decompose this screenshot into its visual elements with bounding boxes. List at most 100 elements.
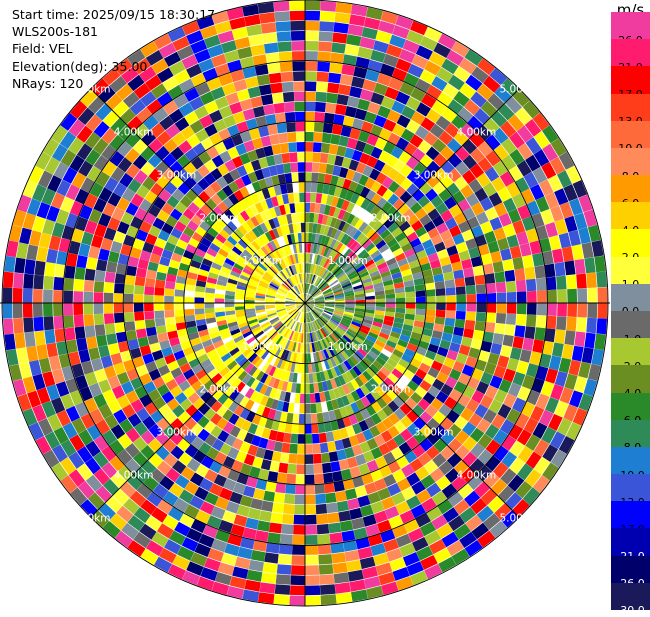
velocity-gate — [102, 520, 121, 538]
velocity-gate — [378, 150, 391, 163]
velocity-gate — [453, 523, 471, 540]
velocity-gate — [84, 397, 98, 413]
velocity-gate — [207, 227, 219, 238]
velocity-gate — [32, 289, 43, 303]
velocity-gate — [76, 446, 93, 463]
velocity-gate — [227, 321, 238, 328]
velocity-gate — [237, 46, 253, 60]
velocity-gate — [329, 357, 337, 367]
range-ring-label: 2.00km — [199, 384, 239, 396]
velocity-gate — [3, 318, 14, 335]
velocity-gate — [134, 285, 145, 295]
velocity-gate — [256, 74, 271, 86]
velocity-gate — [512, 499, 530, 517]
velocity-gate — [228, 274, 239, 282]
velocity-gate — [323, 359, 331, 370]
velocity-gate — [548, 174, 563, 192]
velocity-gate — [305, 192, 311, 203]
velocity-gate — [107, 399, 122, 414]
velocity-gate — [203, 420, 216, 434]
velocity-gate — [63, 303, 73, 316]
velocity-gate — [289, 595, 305, 606]
velocity-gate — [302, 303, 305, 313]
velocity-gate — [345, 425, 356, 437]
velocity-gate — [201, 339, 213, 348]
velocity-gate — [504, 324, 516, 336]
velocity-gate — [395, 215, 407, 227]
velocity-gate — [484, 322, 496, 333]
velocity-gate — [271, 144, 282, 155]
velocity-gate — [305, 484, 315, 495]
velocity-gate — [296, 298, 305, 303]
velocity-gate — [301, 353, 305, 363]
velocity-gate — [350, 192, 360, 204]
velocity-gate — [492, 261, 504, 273]
velocity-gate — [342, 416, 352, 428]
velocity-gate — [164, 295, 174, 303]
velocity-gate — [44, 157, 60, 175]
velocity-gate — [314, 295, 324, 300]
velocity-gate — [204, 123, 218, 137]
velocity-gate — [222, 224, 234, 236]
velocity-gate — [179, 78, 195, 94]
velocity-gate — [414, 314, 425, 322]
velocity-gate — [156, 271, 167, 281]
velocity-gate — [337, 386, 346, 397]
velocity-gate — [164, 303, 174, 311]
velocity-gate — [485, 385, 499, 399]
velocity-gate — [232, 438, 244, 451]
velocity-gate — [405, 196, 418, 209]
velocity-gate — [313, 213, 320, 224]
velocity-gate — [415, 296, 426, 303]
velocity-gate — [274, 389, 282, 400]
velocity-gate — [270, 281, 280, 288]
velocity-gate — [185, 284, 196, 292]
velocity-gate — [301, 232, 305, 243]
velocity-gate — [550, 431, 566, 449]
velocity-gate — [425, 404, 438, 418]
velocity-gate — [319, 11, 336, 22]
velocity-gate — [287, 293, 297, 299]
velocity-gate — [218, 562, 235, 576]
velocity-gate — [212, 358, 224, 368]
colorbar-bin: -1.0 — [611, 311, 650, 346]
velocity-gate — [165, 467, 181, 483]
velocity-gate — [268, 366, 277, 377]
velocity-gate — [292, 287, 300, 296]
velocity-gate — [313, 307, 323, 313]
velocity-gate — [153, 33, 172, 50]
velocity-gate — [272, 367, 280, 378]
velocity-gate — [207, 210, 220, 222]
velocity-gate — [461, 258, 473, 270]
velocity-gate — [226, 317, 237, 324]
velocity-gate — [114, 530, 133, 548]
velocity-gate — [370, 347, 381, 356]
velocity-gate — [372, 220, 384, 232]
velocity-gate — [255, 309, 266, 314]
velocity-gate — [395, 344, 406, 354]
velocity-gate — [558, 436, 575, 454]
velocity-gate — [134, 320, 146, 330]
velocity-gate — [305, 454, 314, 464]
velocity-gate — [227, 533, 243, 547]
velocity-gate — [24, 331, 36, 348]
velocity-gate — [363, 17, 381, 30]
velocity-gate — [451, 115, 467, 131]
velocity-gate — [501, 78, 519, 96]
velocity-gate — [127, 474, 143, 491]
velocity-gate — [200, 25, 218, 39]
velocity-gate — [500, 468, 517, 485]
velocity-gate — [289, 585, 305, 596]
velocity-gate — [376, 197, 388, 209]
velocity-gate — [196, 15, 215, 30]
velocity-gate — [330, 52, 345, 64]
velocity-gate — [95, 419, 111, 435]
velocity-gate — [321, 452, 331, 464]
velocity-gate — [117, 221, 130, 235]
velocity-gate — [184, 308, 195, 316]
velocity-gate — [125, 163, 141, 179]
velocity-gate — [184, 290, 195, 298]
velocity-gate — [329, 532, 343, 544]
velocity-gate — [224, 209, 235, 221]
velocity-gate — [376, 224, 388, 236]
